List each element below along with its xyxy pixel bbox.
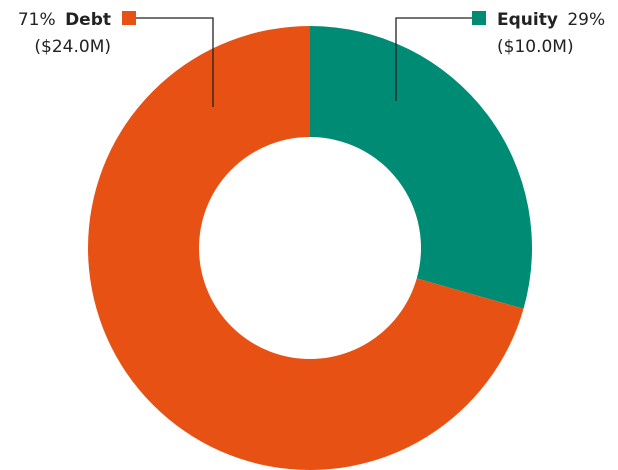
equity-value: ($10.0M) [497, 37, 574, 57]
equity-leader-line [395, 17, 472, 101]
donut-slices [88, 26, 532, 470]
equity-percent: 29% [567, 10, 605, 30]
debt-label: 71% Debt [18, 10, 111, 30]
equity-name: Equity [497, 10, 558, 30]
debt-percent: 71% [18, 10, 56, 30]
debt-leader-line [136, 17, 214, 107]
equity-swatch [472, 11, 486, 25]
debt-name: Debt [65, 10, 111, 30]
equity-label-group: Equity 29% ($10.0M) [395, 10, 605, 101]
equity-label: Equity 29% [497, 10, 605, 30]
debt-label-group: 71% Debt ($24.0M) [18, 10, 214, 107]
donut-slice-equity [310, 26, 532, 309]
debt-swatch [122, 11, 136, 25]
donut-slice-debt [88, 26, 524, 470]
debt-value: ($24.0M) [34, 37, 111, 57]
